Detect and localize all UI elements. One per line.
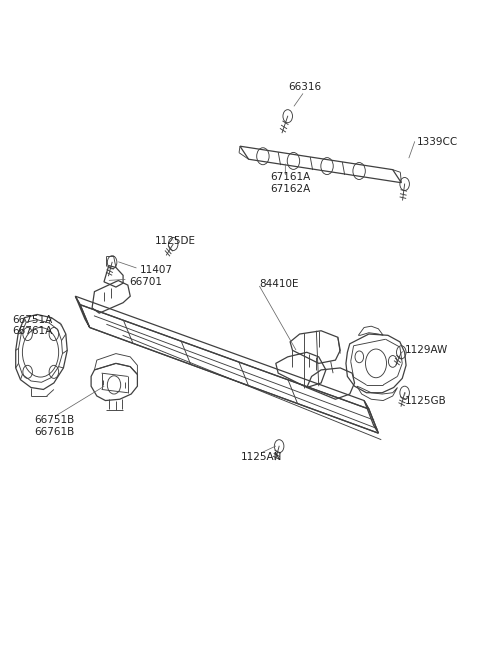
Text: 1125GB: 1125GB — [405, 396, 446, 405]
Text: 66316: 66316 — [288, 83, 321, 92]
Text: 1339CC: 1339CC — [417, 138, 458, 147]
Text: 66751B: 66751B — [34, 415, 74, 425]
Text: 11407: 11407 — [140, 265, 173, 275]
Text: 67162A: 67162A — [270, 184, 310, 195]
Text: 84410E: 84410E — [259, 279, 299, 289]
Text: 66761B: 66761B — [34, 427, 74, 437]
Text: 66701: 66701 — [129, 277, 162, 287]
Text: 66761A: 66761A — [12, 326, 52, 337]
Text: 1129AW: 1129AW — [405, 345, 448, 355]
Text: 67161A: 67161A — [270, 172, 310, 183]
Text: 1125DE: 1125DE — [155, 236, 196, 246]
Text: 66751A: 66751A — [12, 314, 52, 325]
Text: 1125AN: 1125AN — [241, 452, 282, 462]
